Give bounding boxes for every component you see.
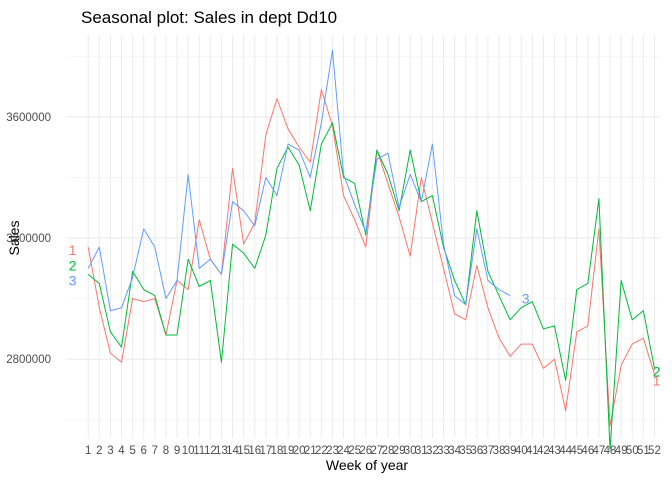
- x-tick-label: 12: [204, 445, 217, 457]
- x-tick-label: 6: [141, 445, 147, 457]
- x-tick-label: 32: [426, 445, 439, 457]
- series-label-start-2: 2: [69, 257, 77, 273]
- x-tick-label: 18: [271, 445, 284, 457]
- y-tick-label: 3200000: [6, 233, 51, 245]
- y-tick-label: 2800000: [6, 354, 51, 366]
- x-tick-label: 46: [581, 445, 594, 457]
- x-tick-label: 42: [537, 445, 550, 457]
- x-tick-label: 10: [182, 445, 195, 457]
- series-label-end-3: 3: [522, 291, 530, 307]
- x-tick-label: 29: [393, 445, 406, 457]
- x-tick-label: 21: [304, 445, 317, 457]
- series-label-end-2: 2: [653, 363, 661, 379]
- x-tick-label: 11: [193, 445, 205, 457]
- y-tick-label: 3600000: [6, 112, 51, 124]
- y-axis-title: Sales: [6, 220, 22, 255]
- x-tick-label: 14: [226, 445, 239, 457]
- x-tick-label: 40: [515, 445, 528, 457]
- x-tick-label: 3: [107, 445, 113, 457]
- x-tick-label: 19: [282, 445, 295, 457]
- x-tick-label: 24: [337, 445, 350, 457]
- x-tick-label: 51: [637, 445, 650, 457]
- x-tick-label: 37: [482, 445, 495, 457]
- x-tick-label: 34: [448, 445, 461, 457]
- x-tick-label: 47: [593, 445, 606, 457]
- x-tick-label: 52: [648, 445, 661, 457]
- series-lines: [87, 49, 655, 451]
- x-tick-label: 1: [85, 445, 91, 457]
- series-label-end-1: 1: [653, 372, 661, 388]
- x-tick-label: 44: [559, 445, 572, 457]
- x-tick-label: 23: [326, 445, 339, 457]
- x-tick-label: 41: [526, 445, 539, 457]
- x-axis-title: Week of year: [326, 457, 409, 473]
- x-tick-label: 2: [96, 445, 102, 457]
- x-tick-label: 5: [129, 445, 135, 457]
- x-tick-label: 17: [259, 445, 272, 457]
- x-tick-label: 45: [570, 445, 583, 457]
- x-tick-label: 30: [404, 445, 417, 457]
- x-tick-label: 9: [174, 445, 180, 457]
- grid-major: [66, 35, 660, 438]
- x-tick-label: 38: [493, 445, 506, 457]
- x-tick-label: 4: [118, 445, 125, 457]
- x-tick-label: 33: [437, 445, 450, 457]
- x-tick-label: 50: [626, 445, 639, 457]
- x-tick-label: 39: [504, 445, 517, 457]
- x-tick-label: 15: [237, 445, 250, 457]
- x-tick-label: 8: [163, 445, 169, 457]
- x-tick-label: 43: [548, 445, 561, 457]
- x-tick-label: 25: [348, 445, 361, 457]
- series-label-start-3: 3: [69, 272, 77, 288]
- y-tick-labels: 2800000 3200000 3600000: [6, 112, 51, 366]
- series-line-3: [87, 49, 511, 312]
- x-tick-label: 20: [293, 445, 306, 457]
- x-tick-label: 35: [459, 445, 472, 457]
- x-tick-label: 26: [359, 445, 372, 457]
- x-tick-label: 16: [248, 445, 261, 457]
- x-tick-label: 7: [152, 445, 158, 457]
- x-tick-label: 31: [415, 445, 428, 457]
- x-tick-labels: 1 2 3 4 5 6 7 8 9 1011121314151617181920212223242…: [85, 445, 661, 457]
- x-tick-label: 28: [382, 445, 395, 457]
- grid-minor: [66, 55, 660, 421]
- x-tick-label: 49: [615, 445, 628, 457]
- chart-title: Seasonal plot: Sales in dept Dd10: [81, 8, 337, 27]
- x-tick-label: 22: [315, 445, 328, 457]
- x-tick-label: 36: [470, 445, 483, 457]
- x-tick-label: 13: [215, 445, 228, 457]
- x-tick-label: 48: [604, 445, 617, 457]
- x-tick-label: 27: [370, 445, 383, 457]
- series-label-start-1: 1: [69, 242, 77, 258]
